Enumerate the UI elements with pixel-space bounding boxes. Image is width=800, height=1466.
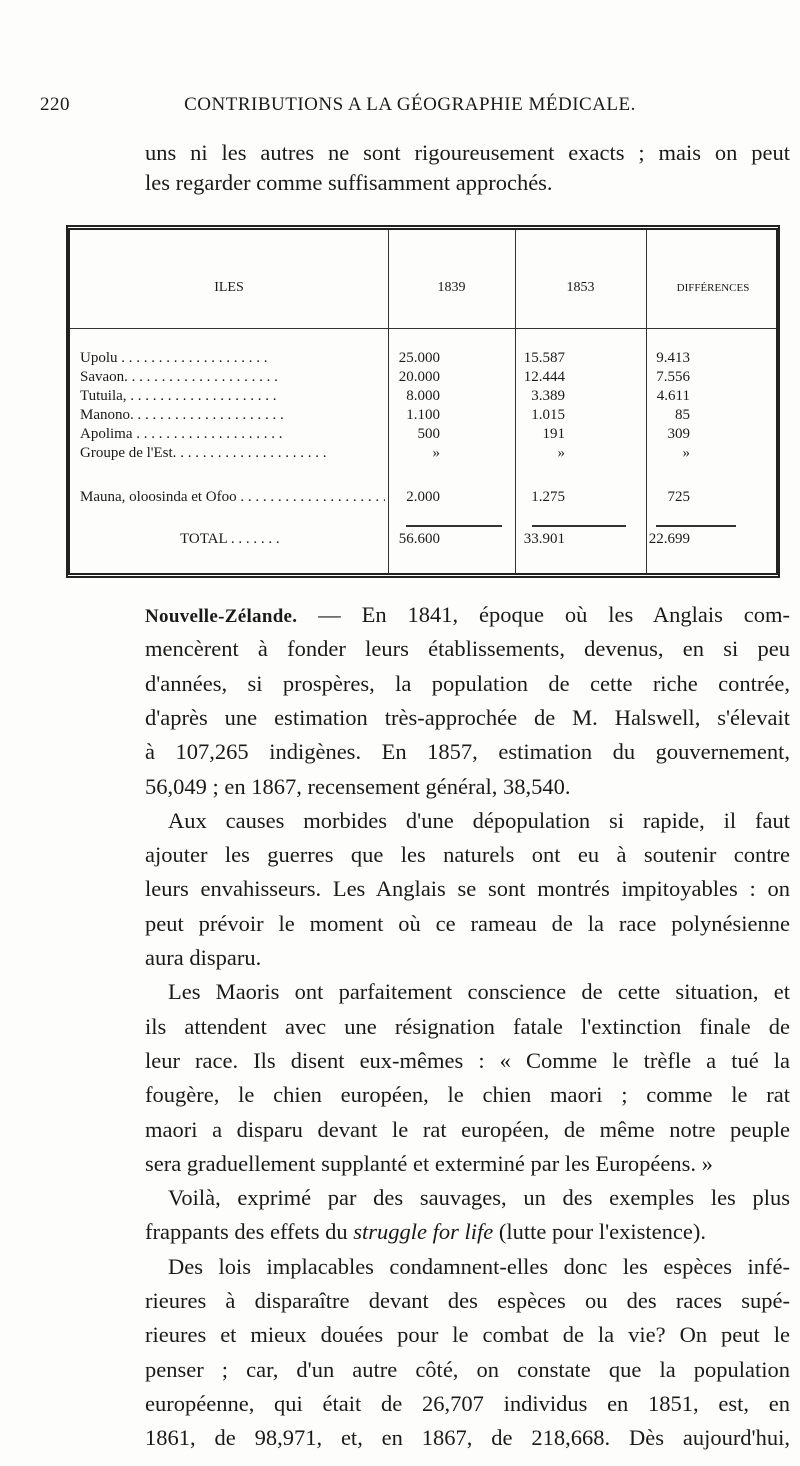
body-text-line: Nouvelle-Zélande. — En 1841, époque où l… <box>145 602 790 627</box>
body-text-line: ajouter les guerres que les naturels ont… <box>145 842 790 868</box>
body-text-line: sera graduellement supplanté et extermin… <box>145 1150 713 1176</box>
body-text-line: 1861, de 98,971, et, en 1867, de 218,668… <box>145 1425 790 1451</box>
total-1839: 56.600 <box>398 531 440 547</box>
total-1853: 33.901 <box>523 531 565 547</box>
section-heading: Nouvelle-Zélande. <box>145 606 298 627</box>
value-1853: 191 <box>542 426 566 442</box>
intro-line: uns ni les autres ne sont rigoureusement… <box>145 140 790 165</box>
island-name: Upolu . . . . . . . . . . . . . . . . . … <box>80 350 268 366</box>
column-divider <box>388 230 389 573</box>
table-row: Savaon. . . . . . . . . . . . . . . . . … <box>80 369 770 388</box>
table-row: Tutuila, . . . . . . . . . . . . . . . .… <box>80 388 770 407</box>
total-diff: 22.699 <box>648 531 690 547</box>
column-divider <box>646 230 647 573</box>
body-text-line: rieures à disparaître devant des espèces… <box>145 1288 790 1313</box>
total-rule <box>656 525 736 527</box>
column-divider <box>515 230 516 573</box>
header-differences: DIFFÉRENCES <box>676 282 750 294</box>
island-name: Manono. . . . . . . . . . . . . . . . . … <box>80 407 284 423</box>
value-diff: » <box>682 445 691 461</box>
value-1839: 2.000 <box>406 489 440 505</box>
total-rule <box>532 525 626 527</box>
island-name: Apolima . . . . . . . . . . . . . . . . … <box>80 426 283 442</box>
body-text-line: aura disparu. <box>145 945 262 970</box>
body-text-line: d'années, si prospères, la population de… <box>145 670 790 696</box>
table-row: Mauna, oloosinda et Ofoo . . . . . . . .… <box>80 489 770 508</box>
value-diff: 4.611 <box>656 388 690 404</box>
value-1853: 3.389 <box>531 388 565 404</box>
table-row: Manono. . . . . . . . . . . . . . . . . … <box>80 407 770 426</box>
island-name: Mauna, oloosinda et Ofoo . . . . . . . .… <box>80 489 385 505</box>
header-divider <box>70 328 776 329</box>
value-1853: 12.444 <box>523 369 565 385</box>
running-title: CONTRIBUTIONS A LA GÉOGRAPHIE MÉDICALE. <box>184 94 636 115</box>
header-iles: ILES <box>214 280 244 295</box>
island-name: Groupe de l'Est. . . . . . . . . . . . .… <box>80 445 327 461</box>
body-text-line: rieures et mieux douées pour le combat d… <box>145 1322 790 1348</box>
body-text-line: fougère, le chien européen, le chien mao… <box>145 1082 790 1108</box>
value-diff: 309 <box>667 426 691 442</box>
body-text-line: Aux causes morbides d'une dépopulation s… <box>168 807 790 833</box>
table-row: Groupe de l'Est. . . . . . . . . . . . .… <box>80 445 770 464</box>
body-text-line: 56,049 ; en 1867, recensement général, 3… <box>145 773 571 799</box>
value-diff: 725 <box>667 489 691 505</box>
page-number: 220 <box>40 94 70 115</box>
body-text-line: Voilà, exprimé par des sauvages, un des … <box>168 1185 790 1211</box>
body-text-line: Des lois implacables condamnent-elles do… <box>168 1253 790 1279</box>
body-text-line: Les Maoris ont parfaitement conscience d… <box>168 979 790 1005</box>
island-name: Tutuila, . . . . . . . . . . . . . . . .… <box>80 388 277 404</box>
table-row: Upolu . . . . . . . . . . . . . . . . . … <box>80 350 770 369</box>
body-text-line: ils attendent avec une résignation fatal… <box>145 1013 790 1039</box>
table-row: Apolima . . . . . . . . . . . . . . . . … <box>80 426 770 445</box>
body-text-line: leurs envahisseurs. Les Anglais se sont … <box>145 876 790 902</box>
value-1839: 1.100 <box>406 407 440 423</box>
body-text-line: frappants des effets du struggle for lif… <box>145 1219 707 1245</box>
value-diff: 7.556 <box>656 369 690 385</box>
body-text-line: à 107,265 indigènes. En 1857, estimation… <box>145 739 790 765</box>
value-1853: » <box>557 445 566 461</box>
value-1839: 500 <box>417 426 441 442</box>
body-text-line: européenne, qui était de 26,707 individu… <box>145 1390 790 1416</box>
value-1839: 25.000 <box>398 350 440 366</box>
body-text-line: penser ; car, d'un autre côté, on consta… <box>145 1356 790 1382</box>
total-rule <box>406 525 502 527</box>
value-diff: 85 <box>675 407 690 423</box>
value-1853: 1.015 <box>531 407 565 423</box>
intro-line: les regarder comme suffisamment approché… <box>145 170 553 195</box>
value-1839: » <box>432 445 441 461</box>
total-label: TOTAL . . . . . . . <box>180 531 280 547</box>
table-total-row: TOTAL . . . . . . . 56.600 33.901 22.699 <box>80 531 770 550</box>
body-text-line: maori a disparu devant le rat européen, … <box>145 1116 790 1142</box>
body-text-line: d'après une estimation très-approchée de… <box>145 704 790 730</box>
body-text-line: leur race. Ils disent eux-mêmes : « Comm… <box>145 1047 790 1073</box>
value-1853: 15.587 <box>523 350 565 366</box>
value-1839: 8.000 <box>406 388 440 404</box>
value-diff: 9.413 <box>656 350 690 366</box>
island-name: Savaon. . . . . . . . . . . . . . . . . … <box>80 369 278 385</box>
body-text-line: mencèrent à fonder leurs établissements,… <box>145 636 790 662</box>
body-text-line: peut prévoir le moment où ce rameau de l… <box>145 910 790 936</box>
value-1839: 20.000 <box>398 369 440 385</box>
value-1853: 1.275 <box>531 489 565 505</box>
population-table: ILES 1839 1853 DIFFÉRENCES Upolu . . . .… <box>66 225 780 578</box>
header-1853: 1853 <box>566 280 595 295</box>
header-1839: 1839 <box>437 280 466 295</box>
